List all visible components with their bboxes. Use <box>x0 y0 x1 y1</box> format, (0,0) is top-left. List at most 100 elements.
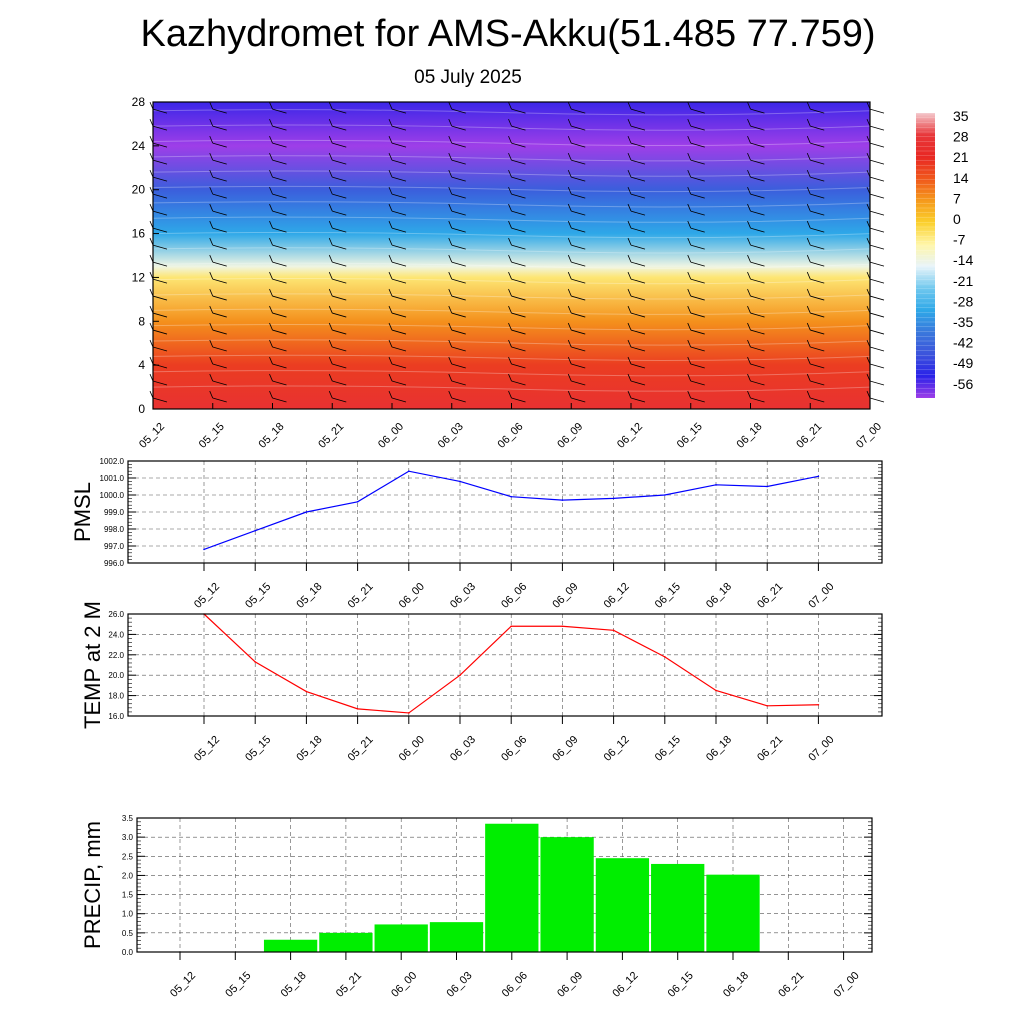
x-tick-label: 06_03 <box>448 581 478 611</box>
wind-barb <box>332 227 347 233</box>
wind-barb <box>810 329 825 335</box>
precip-bar <box>263 939 318 952</box>
wind-barb <box>511 125 526 131</box>
wind-barb <box>750 363 765 369</box>
wind-barb-feather <box>448 237 453 246</box>
wind-barb-feather <box>806 118 811 127</box>
wind-barb <box>750 193 765 199</box>
wind-barb-feather <box>328 220 333 229</box>
wind-barb <box>272 363 287 369</box>
wind-barb <box>630 108 646 114</box>
wind-barb-feather <box>448 203 453 212</box>
wind-barb-feather <box>747 186 751 195</box>
wind-barb <box>451 346 466 352</box>
wind-barb <box>750 397 765 403</box>
wind-barb-feather <box>269 186 273 195</box>
wind-barb-feather <box>747 237 751 246</box>
wind-barb-feather <box>806 237 811 246</box>
heatmap-x-tick-label: 05_15 <box>197 421 227 451</box>
wind-barb-feather <box>388 101 393 110</box>
wind-barb <box>630 397 646 403</box>
wind-barb <box>810 244 825 250</box>
colorbar-label: -49 <box>953 355 973 371</box>
temp-2m-point <box>715 689 717 692</box>
wind-barb-feather <box>209 220 214 229</box>
x-tick-label: 05_12 <box>192 581 222 611</box>
y-tick-label: 1002.0 <box>100 457 125 466</box>
wind-barb <box>391 261 407 267</box>
wind-barb <box>571 210 586 216</box>
wind-barb-feather <box>567 135 572 144</box>
wind-barb <box>869 346 885 352</box>
wind-barb <box>152 125 168 131</box>
temp-2m-frame <box>127 613 883 717</box>
temp-2m-point <box>510 625 512 628</box>
wind-barb <box>750 312 765 318</box>
contour-line <box>152 185 871 193</box>
wind-barb <box>869 159 885 165</box>
wind-barb <box>272 108 287 114</box>
wind-barb-feather <box>448 288 453 297</box>
wind-barb-feather <box>388 118 393 127</box>
wind-barb <box>272 159 287 165</box>
wind-barb-feather <box>627 305 632 314</box>
wind-barb-feather <box>508 186 512 195</box>
wind-barb <box>750 125 765 131</box>
wind-barb-feather <box>448 169 453 178</box>
precip-bar <box>374 924 428 952</box>
wind-barb-feather <box>209 339 214 348</box>
wind-barb <box>451 363 466 369</box>
wind-barb-feather <box>687 356 692 365</box>
wind-barb-feather <box>806 203 811 212</box>
x-tick-label: 05_18 <box>294 734 324 764</box>
wind-barb-feather <box>747 220 751 229</box>
wind-barb <box>212 261 227 267</box>
y-tick-label: 24.0 <box>108 630 124 639</box>
heatmap-x-tick-label: 05_21 <box>316 421 346 451</box>
y-tick-label: 20.0 <box>108 671 124 680</box>
contour-line <box>152 277 871 285</box>
heatmap-x-tick-label: 06_06 <box>496 421 526 451</box>
wind-barb <box>630 278 646 284</box>
wind-barb <box>332 312 347 318</box>
x-tick-label: 06_00 <box>397 581 427 611</box>
wind-barb <box>272 397 287 403</box>
wind-barb <box>391 193 407 199</box>
wind-barb <box>212 329 227 335</box>
wind-barb-feather <box>388 152 393 161</box>
wind-barb <box>690 380 705 386</box>
wind-barb-feather <box>687 169 692 178</box>
wind-barb <box>451 329 466 335</box>
wind-barb <box>152 244 168 250</box>
wind-barb <box>690 346 705 352</box>
wind-barb <box>750 380 765 386</box>
pmsl-point <box>715 484 717 486</box>
heatmap-x-tick-label: 06_03 <box>436 421 466 451</box>
pmsl-point <box>612 497 615 500</box>
wind-barb-feather <box>269 118 273 127</box>
wind-barb <box>630 380 646 386</box>
wind-barb <box>511 278 526 284</box>
wind-barb <box>690 278 705 284</box>
wind-barb-feather <box>508 203 512 212</box>
wind-barb <box>451 397 466 403</box>
pmsl-point <box>664 494 666 496</box>
wind-barb <box>810 295 825 301</box>
wind-barb <box>332 346 347 352</box>
wind-barb-feather <box>627 152 632 161</box>
pmsl-point <box>459 480 461 483</box>
wind-barb <box>511 159 526 165</box>
wind-barb <box>690 125 705 131</box>
wind-barb <box>332 261 347 267</box>
wind-barb <box>272 210 287 216</box>
wind-barb-feather <box>328 339 333 348</box>
wind-barb-feather <box>627 288 632 297</box>
wind-barb-feather <box>567 203 572 212</box>
heatmap-x-tick-label: 06_21 <box>794 421 824 451</box>
wind-barb <box>391 346 407 352</box>
wind-barb <box>391 125 407 131</box>
wind-barb <box>152 159 168 165</box>
wind-barb <box>391 397 407 403</box>
wind-barb <box>451 380 466 386</box>
wind-barb-feather <box>388 135 393 144</box>
